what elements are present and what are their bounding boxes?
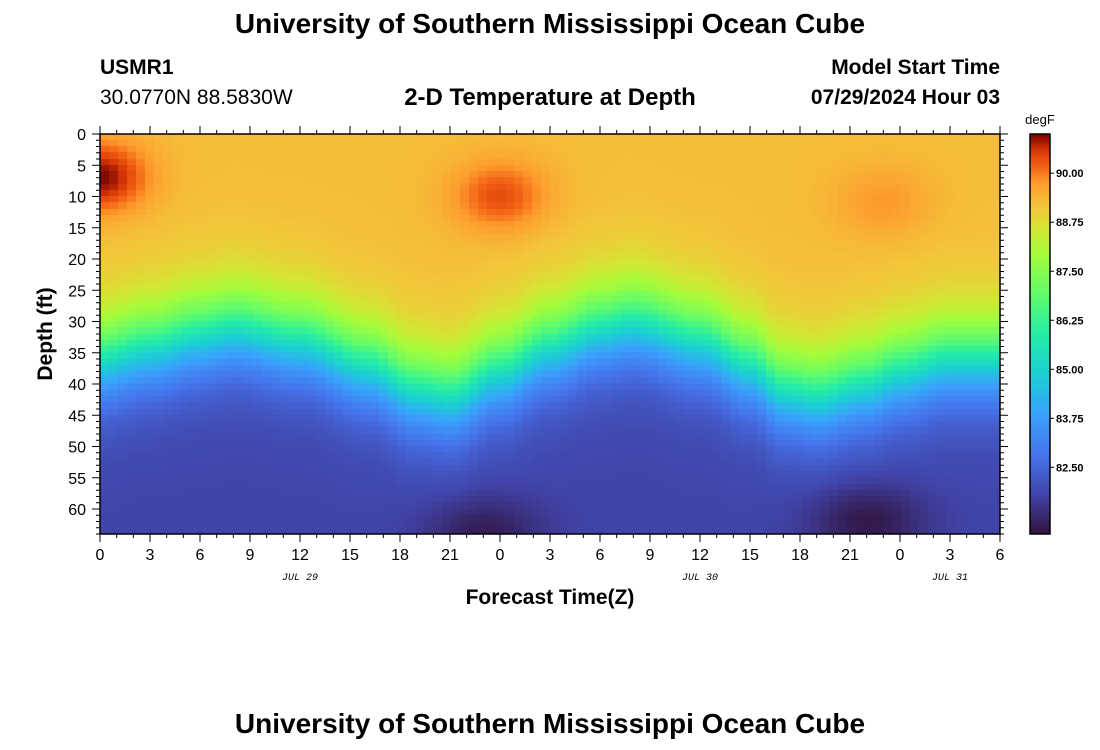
x-tick-label: 6 (996, 547, 1005, 564)
station-coordinates: 30.0770N 88.5830W (100, 86, 293, 109)
y-tick-label: 15 (68, 221, 86, 238)
page-title: University of Southern Mississippi Ocean… (234, 8, 866, 39)
y-tick-label: 10 (68, 190, 86, 207)
x-tick-label: 12 (291, 547, 309, 564)
x-tick-label: 9 (646, 547, 655, 564)
y-tick-label: 5 (77, 158, 86, 175)
x-date-label: JUL 31 (932, 573, 968, 584)
x-tick-label: 15 (341, 547, 359, 564)
model-start-label: Model Start Time (831, 56, 1000, 79)
colorbar-tick-label: 86.25 (1056, 315, 1084, 327)
model-start-value: 07/29/2024 Hour 03 (810, 86, 1000, 109)
x-tick-label: 0 (496, 547, 505, 564)
x-tick-label: 0 (96, 547, 105, 564)
x-axis-label: Forecast Time(Z) (466, 586, 635, 609)
y-tick-label: 35 (68, 346, 86, 363)
heatmap-plot (100, 134, 1000, 534)
colorbar-unit-label: degF (1025, 112, 1055, 127)
x-tick-label: 6 (196, 547, 205, 564)
y-axis-label: Depth (ft) (34, 287, 57, 380)
x-tick-label: 18 (791, 547, 809, 564)
x-tick-label: 21 (441, 547, 459, 564)
colorbar-tick-label: 90.00 (1056, 168, 1084, 180)
y-tick-label: 60 (68, 502, 86, 519)
x-tick-label: 6 (596, 547, 605, 564)
x-tick-label: 3 (146, 547, 155, 564)
colorbar-tick-label: 82.50 (1056, 462, 1084, 474)
x-date-label: JUL 30 (682, 573, 718, 584)
x-tick-label: 9 (246, 547, 255, 564)
y-tick-label: 55 (68, 471, 86, 488)
colorbar-tick-label: 83.75 (1056, 413, 1084, 425)
colorbar-tick-label: 87.50 (1056, 266, 1084, 278)
colorbar-tick-label: 85.00 (1056, 364, 1084, 376)
y-tick-label: 50 (68, 440, 86, 457)
y-tick-label: 40 (68, 377, 86, 394)
x-tick-label: 0 (896, 547, 905, 564)
chart-title: 2-D Temperature at Depth (404, 84, 696, 111)
x-tick-label: 12 (691, 547, 709, 564)
colorbar-frame (1029, 133, 1051, 535)
y-tick-label: 20 (68, 252, 86, 269)
x-tick-label: 3 (946, 547, 955, 564)
y-tick-label: 0 (77, 127, 86, 144)
station-id: USMR1 (100, 56, 174, 79)
y-tick-label: 30 (68, 315, 86, 332)
x-tick-label: 18 (391, 547, 409, 564)
colorbar (1030, 134, 1050, 534)
y-tick-label: 45 (68, 408, 86, 425)
x-tick-label: 21 (841, 547, 859, 564)
footer-title: University of Southern Mississippi Ocean… (234, 708, 866, 739)
colorbar-tick-label: 88.75 (1056, 217, 1084, 229)
x-tick-label: 3 (546, 547, 555, 564)
y-tick-label: 25 (68, 283, 86, 300)
x-tick-label: 15 (741, 547, 759, 564)
plot-frame (99, 133, 1001, 535)
x-date-label: JUL 29 (282, 573, 318, 584)
